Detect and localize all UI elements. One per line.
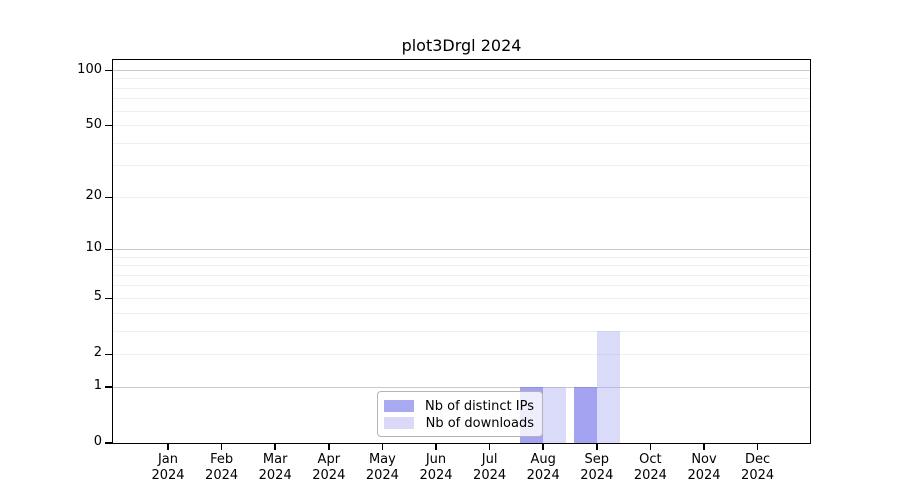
x-tick-month: Feb — [210, 452, 234, 467]
x-tick-jan — [167, 443, 169, 450]
x-tick-month: Dec — [745, 452, 771, 467]
y-tick-label-10: 10 — [85, 240, 102, 256]
gridline-minor-20 — [113, 196, 810, 198]
gridline-minor-8 — [113, 265, 810, 267]
x-tick-jul — [488, 443, 491, 450]
x-tick-jun — [435, 443, 437, 450]
x-tick-label-may: May 2024 — [354, 452, 410, 484]
gridline-minor-30 — [113, 165, 810, 167]
x-tick-month: Aug — [530, 452, 556, 467]
y-tick-5 — [105, 297, 113, 300]
x-tick-year: 2024 — [205, 468, 239, 483]
x-tick-year: 2024 — [312, 468, 346, 483]
legend-swatch-downloads — [384, 417, 414, 429]
x-tick-may — [381, 443, 384, 450]
x-tick-year: 2024 — [526, 468, 560, 483]
legend: Nb of distinct IPs Nb of downloads — [377, 391, 543, 437]
gridline-minor-70 — [113, 98, 810, 100]
bar-nb-of-downloads-sep — [596, 331, 620, 443]
x-tick-label-feb: Feb 2024 — [194, 452, 250, 484]
x-tick-year: 2024 — [365, 468, 399, 483]
x-tick-label-jul: Jul 2024 — [462, 452, 518, 484]
x-tick-nov — [703, 443, 705, 450]
x-tick-year: 2024 — [580, 468, 614, 483]
x-tick-aug — [542, 443, 544, 450]
x-tick-label-sep: Sep 2024 — [569, 452, 625, 484]
x-tick-year: 2024 — [741, 468, 775, 483]
gridline-minor-6 — [113, 285, 810, 287]
gridline-major-10 — [113, 248, 810, 250]
chart-title: plot3Drgl 2024 — [401, 36, 522, 55]
gridline-minor-60 — [113, 110, 810, 112]
gridline-major-1 — [113, 386, 810, 388]
y-tick-label-2: 2 — [93, 345, 102, 361]
gridline-minor-2 — [113, 353, 810, 355]
x-tick-label-aug: Aug 2024 — [515, 452, 571, 484]
x-tick-year: 2024 — [687, 468, 721, 483]
gridline-minor-90 — [113, 78, 810, 80]
gridline-minor-40 — [113, 142, 810, 144]
gridline-minor-7 — [113, 274, 810, 276]
y-tick-10 — [105, 248, 113, 251]
y-tick-0 — [105, 442, 113, 444]
gridline-major-100 — [113, 70, 810, 71]
y-tick-label-20: 20 — [85, 188, 102, 204]
x-tick-month: Jan — [157, 452, 179, 467]
gridline-minor-4 — [113, 312, 810, 314]
legend-swatch-distinct-ips — [384, 400, 414, 412]
x-tick-feb — [220, 443, 223, 450]
gridline-minor-9 — [113, 256, 810, 258]
x-tick-month: May — [368, 452, 396, 467]
gridline-minor-50 — [113, 125, 810, 127]
y-tick-2 — [105, 353, 113, 356]
y-tick-100 — [105, 69, 113, 72]
y-tick-label-50: 50 — [85, 116, 102, 132]
x-tick-year: 2024 — [473, 468, 507, 483]
x-tick-label-apr: Apr 2024 — [301, 452, 357, 484]
x-tick-dec — [756, 443, 759, 450]
y-tick-50 — [105, 124, 113, 127]
legend-label-distinct-ips: Nb of distinct IPs — [425, 398, 534, 414]
y-tick-label-0: 0 — [93, 434, 102, 449]
gridline-minor-80 — [113, 87, 810, 89]
x-tick-year: 2024 — [633, 468, 667, 483]
x-tick-month: Mar — [262, 452, 288, 467]
x-tick-year: 2024 — [258, 468, 292, 483]
y-tick-label-1: 1 — [93, 378, 102, 394]
x-tick-sep — [596, 443, 598, 450]
y-tick-label-5: 5 — [93, 289, 102, 305]
y-tick-20 — [105, 196, 113, 199]
y-tick-label-100: 100 — [77, 61, 102, 77]
gridline-minor-3 — [113, 330, 810, 332]
x-tick-month: Oct — [639, 452, 662, 467]
x-tick-month: Jun — [425, 452, 447, 467]
x-tick-oct — [649, 443, 652, 450]
x-tick-mar — [274, 443, 276, 450]
y-tick-1 — [105, 386, 113, 388]
x-tick-label-dec: Dec 2024 — [730, 452, 786, 484]
x-tick-label-jan: Jan 2024 — [140, 452, 196, 484]
x-tick-year: 2024 — [419, 468, 453, 483]
x-tick-label-mar: Mar 2024 — [247, 452, 303, 484]
legend-item-downloads: Nb of downloads — [384, 415, 534, 431]
x-tick-label-jun: Jun 2024 — [408, 452, 464, 484]
x-tick-month: Apr — [317, 452, 341, 467]
x-tick-month: Sep — [584, 452, 610, 467]
x-tick-apr — [328, 443, 330, 450]
legend-label-downloads: Nb of downloads — [425, 415, 534, 431]
x-tick-label-oct: Oct 2024 — [622, 452, 678, 484]
legend-item-distinct-ips: Nb of distinct IPs — [384, 398, 534, 414]
x-tick-label-nov: Nov 2024 — [676, 452, 732, 484]
gridline-minor-5 — [113, 297, 810, 299]
x-tick-year: 2024 — [151, 468, 185, 483]
bar-nb-of-downloads-aug — [543, 387, 567, 443]
x-tick-month: Nov — [691, 452, 717, 467]
bar-nb-of-distinct-ips-sep — [573, 387, 597, 443]
x-tick-month: Jul — [481, 452, 498, 467]
